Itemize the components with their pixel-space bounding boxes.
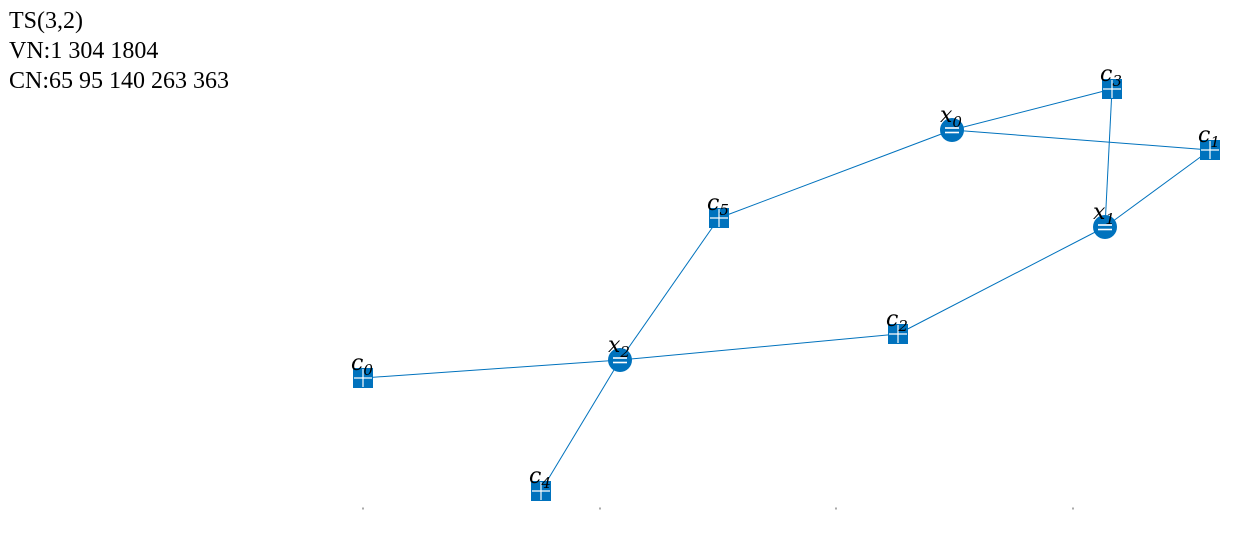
variable-node-x0: x0 — [940, 103, 964, 142]
node-label-c1: c1 — [1198, 123, 1220, 151]
node-label-c3: c3 — [1100, 62, 1122, 90]
graph-edges — [362, 88, 1211, 492]
variable-nodes-line: VN:1 304 1804 — [9, 38, 159, 64]
variable-node-circle — [608, 348, 632, 372]
variable-node-circle — [1093, 215, 1117, 239]
edge-x1-c1 — [1104, 149, 1211, 228]
node-label-c5: c5 — [707, 191, 729, 219]
node-label-c2: c2 — [886, 307, 908, 335]
node-label-c0: c0 — [351, 351, 373, 379]
check-nodes-line: CN:65 95 140 263 363 — [9, 68, 230, 94]
node-label-x1: x1 — [1093, 200, 1115, 228]
axis-ticks — [362, 507, 1074, 510]
edge-x2-c4 — [540, 359, 621, 492]
edge-x1-c3 — [1104, 88, 1113, 228]
edge-x2-c5 — [619, 217, 720, 361]
check-node-c2: c2 — [886, 307, 908, 344]
edge-x0-c3 — [951, 88, 1113, 131]
node-label-x2: x2 — [608, 333, 630, 361]
node-label-c4: c4 — [529, 464, 551, 492]
check-node-c5: c5 — [707, 191, 729, 228]
node-label-x0: x0 — [940, 103, 962, 131]
check-node-c4: c4 — [529, 464, 551, 501]
variable-node-x1: x1 — [1093, 200, 1117, 239]
check-node-c0: c0 — [351, 351, 373, 388]
edge-x2-c2 — [619, 333, 899, 361]
edge-x0-c5 — [718, 129, 953, 219]
variable-node-circle — [940, 118, 964, 142]
edge-x1-c2 — [897, 226, 1106, 335]
check-node-c3: c3 — [1100, 62, 1122, 99]
graph-nodes: x0 x1 x2 c0 c1 c2 c3 c4 c5 — [351, 62, 1220, 501]
edge-x2-c0 — [362, 359, 621, 379]
variable-node-x2: x2 — [608, 333, 632, 372]
header-text: TS(3,2) VN:1 304 1804 CN:65 95 140 263 3… — [9, 6, 229, 96]
check-node-c1: c1 — [1198, 123, 1220, 160]
edge-x0-c1 — [951, 129, 1211, 151]
code-title: TS(3,2) — [9, 8, 83, 34]
